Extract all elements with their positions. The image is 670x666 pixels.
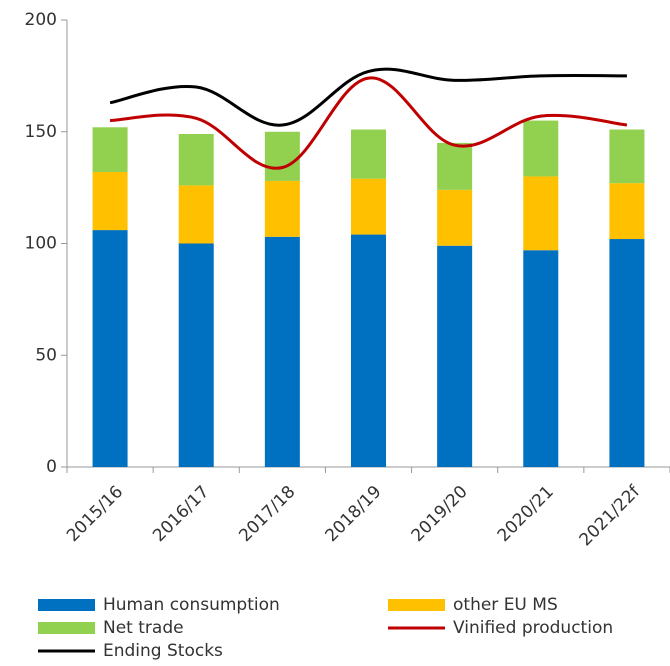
bar xyxy=(437,245,473,467)
bar xyxy=(351,178,386,235)
bar xyxy=(609,239,645,467)
x-tick-label: 2017/18 xyxy=(235,482,299,546)
legend-label: Human consumption xyxy=(103,595,280,615)
y-tick-label: 200 xyxy=(25,10,57,30)
legend-label: Net trade xyxy=(103,618,184,638)
x-tick-label: 2020/21 xyxy=(494,482,558,546)
bar xyxy=(92,230,128,467)
bar xyxy=(523,120,559,177)
bar xyxy=(264,180,300,237)
x-tick-label: 2019/20 xyxy=(408,482,472,546)
bar xyxy=(264,131,300,181)
bar xyxy=(178,185,214,244)
bar xyxy=(351,129,386,179)
x-tick-label: 2015/16 xyxy=(63,482,127,546)
line xyxy=(109,67,627,127)
bar xyxy=(92,127,128,172)
legend-swatch xyxy=(38,622,95,634)
bar xyxy=(523,176,559,251)
x-tick-label: 2021/22f xyxy=(576,481,645,550)
legend-swatch xyxy=(38,599,95,611)
legend-label: Ending Stocks xyxy=(103,641,223,661)
bar xyxy=(351,234,386,467)
legend-swatch xyxy=(388,599,445,611)
bar xyxy=(264,236,300,467)
y-tick-label: 150 xyxy=(25,122,57,142)
bar xyxy=(437,142,473,190)
legend-label: Vinified production xyxy=(453,618,613,638)
bar xyxy=(437,189,473,246)
y-tick-label: 0 xyxy=(46,457,57,477)
y-tick-label: 50 xyxy=(35,345,57,365)
bar xyxy=(178,133,214,186)
line xyxy=(110,76,628,170)
legend-label: other EU MS xyxy=(453,595,558,615)
bar xyxy=(92,171,128,231)
bar xyxy=(609,129,645,184)
bar xyxy=(178,243,214,467)
bar xyxy=(609,183,645,240)
bar xyxy=(523,250,559,467)
x-tick-label: 2016/17 xyxy=(149,482,213,546)
y-tick-label: 100 xyxy=(25,234,57,254)
x-tick-label: 2018/19 xyxy=(321,482,385,546)
